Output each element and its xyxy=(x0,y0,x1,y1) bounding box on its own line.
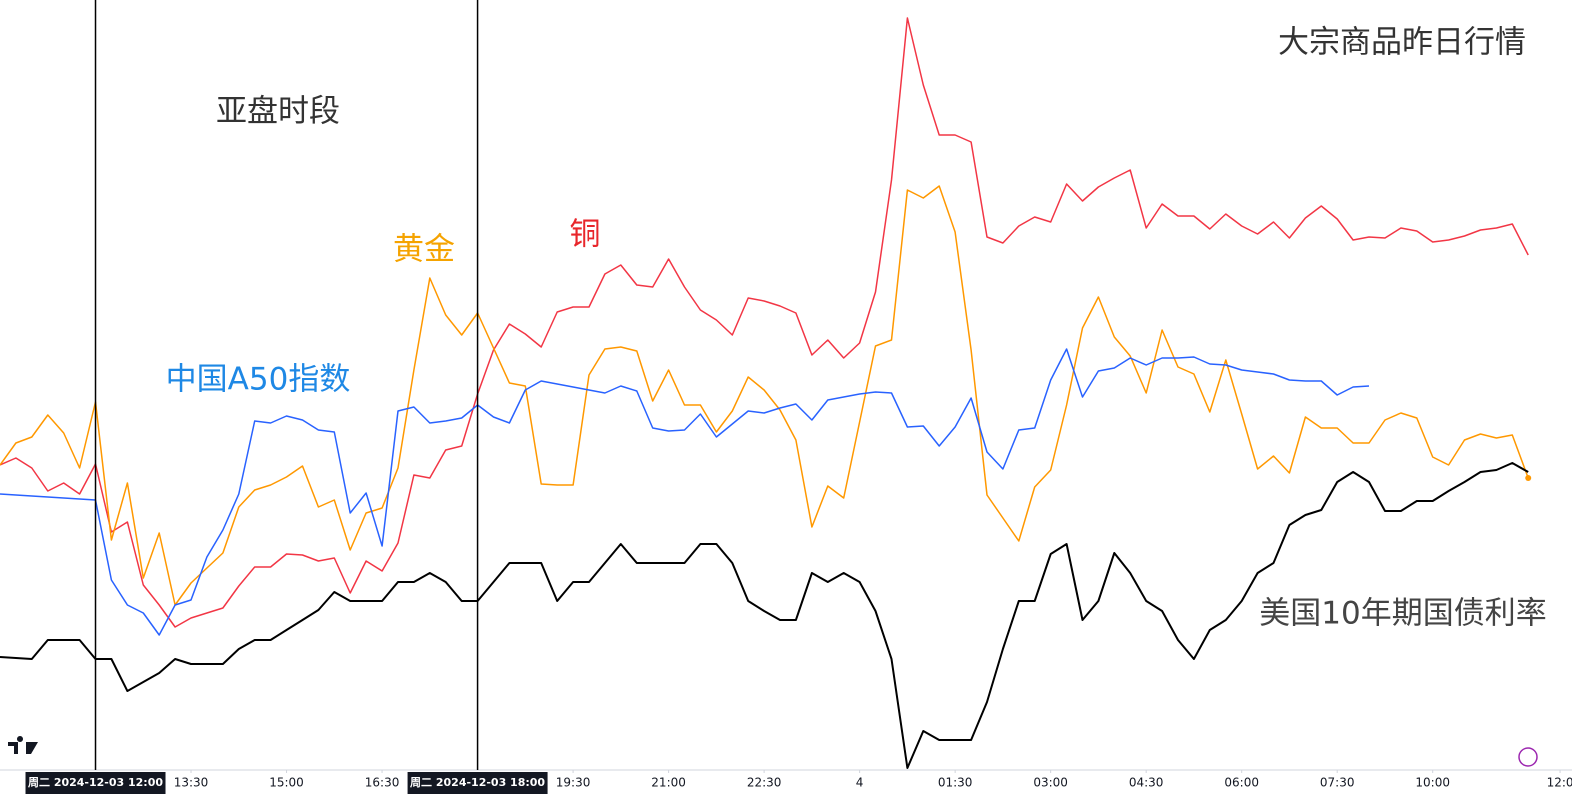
annotation: 黄金 xyxy=(393,232,455,268)
session-label-box xyxy=(407,772,548,794)
series xyxy=(0,17,1529,628)
x-tick-label: 04:30 xyxy=(1129,776,1164,790)
end-dot xyxy=(1525,475,1532,481)
status-icon xyxy=(1518,747,1538,767)
x-tick-label: 22:30 xyxy=(747,776,782,790)
annotation: 美国10年期国债利率 xyxy=(1259,596,1546,632)
x-tick-label: 01:30 xyxy=(938,776,973,790)
x-tick-label: 10:00 xyxy=(1415,776,1450,790)
line xyxy=(0,462,1529,769)
x-tick-label: 03:00 xyxy=(1033,776,1068,790)
x-tick-label: 13:30 xyxy=(174,776,209,790)
x-tick-label: 07:30 xyxy=(1320,776,1355,790)
series xyxy=(0,348,1370,636)
x-tick-label: 15:00 xyxy=(269,776,304,790)
series xyxy=(0,185,1532,606)
line xyxy=(0,17,1529,628)
session-label: 周二 2024-12-03 12:00 xyxy=(28,776,163,789)
session-label-box xyxy=(25,772,166,794)
x-tick-label: 06:00 xyxy=(1224,776,1259,790)
series xyxy=(0,462,1529,769)
line xyxy=(0,185,1529,606)
x-tick-label: 4 xyxy=(856,776,864,790)
tv-logo xyxy=(8,736,38,754)
chart-title: 大宗商品昨日行情 xyxy=(1278,25,1526,61)
line xyxy=(0,348,1370,636)
session-label: 周二 2024-12-03 18:00 xyxy=(410,776,545,789)
x-tick-label: 16:30 xyxy=(365,776,400,790)
annotation: 铜 xyxy=(570,217,601,253)
annotation: 亚盘时段 xyxy=(216,94,340,130)
x-tick-label: 12:0 xyxy=(1547,776,1572,790)
annotation: 中国A50指数 xyxy=(166,362,351,398)
x-tick-label: 21:00 xyxy=(651,776,686,790)
x-tick-label: 19:30 xyxy=(556,776,591,790)
